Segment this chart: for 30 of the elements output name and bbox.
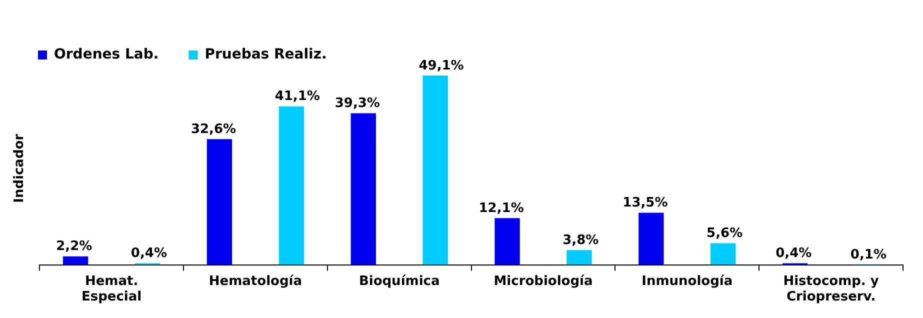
bar (422, 75, 448, 265)
legend-label: Ordenes Lab. (54, 46, 159, 63)
data-label: 0,4% (776, 246, 812, 262)
data-label: 39,3% (334, 96, 380, 112)
legend-label: Pruebas Realiz. (204, 46, 327, 63)
data-label: 49,1% (418, 58, 464, 74)
data-label: 13,5% (622, 196, 668, 211)
bar (638, 212, 664, 265)
data-label: 41,1% (274, 89, 320, 104)
data-label: 5,6% (706, 226, 743, 242)
data-label: 0,1% (850, 247, 886, 262)
bar (62, 256, 88, 265)
x-tick-label: Inmunología (642, 274, 733, 289)
bar (206, 139, 232, 265)
x-tick-label: Microbiología (494, 274, 593, 289)
data-label: 3,8% (562, 233, 599, 248)
data-label: 2,2% (56, 239, 92, 254)
data-label: 32,6% (190, 122, 236, 137)
bar (350, 113, 376, 265)
bar (278, 106, 304, 265)
data-label: 12,1% (478, 201, 524, 216)
x-tick-label: Bioquímica (358, 274, 440, 289)
y-axis-title: Indicador (12, 133, 28, 203)
data-label: 0,4% (130, 246, 167, 262)
x-tick-label: Histocomp. y Criopreserv. (783, 274, 880, 305)
bar (494, 218, 520, 265)
x-tick-label: Hemat. Especial (81, 274, 142, 305)
x-tick-label: Hematología (208, 274, 302, 289)
bar (710, 243, 736, 265)
bar (566, 250, 592, 265)
